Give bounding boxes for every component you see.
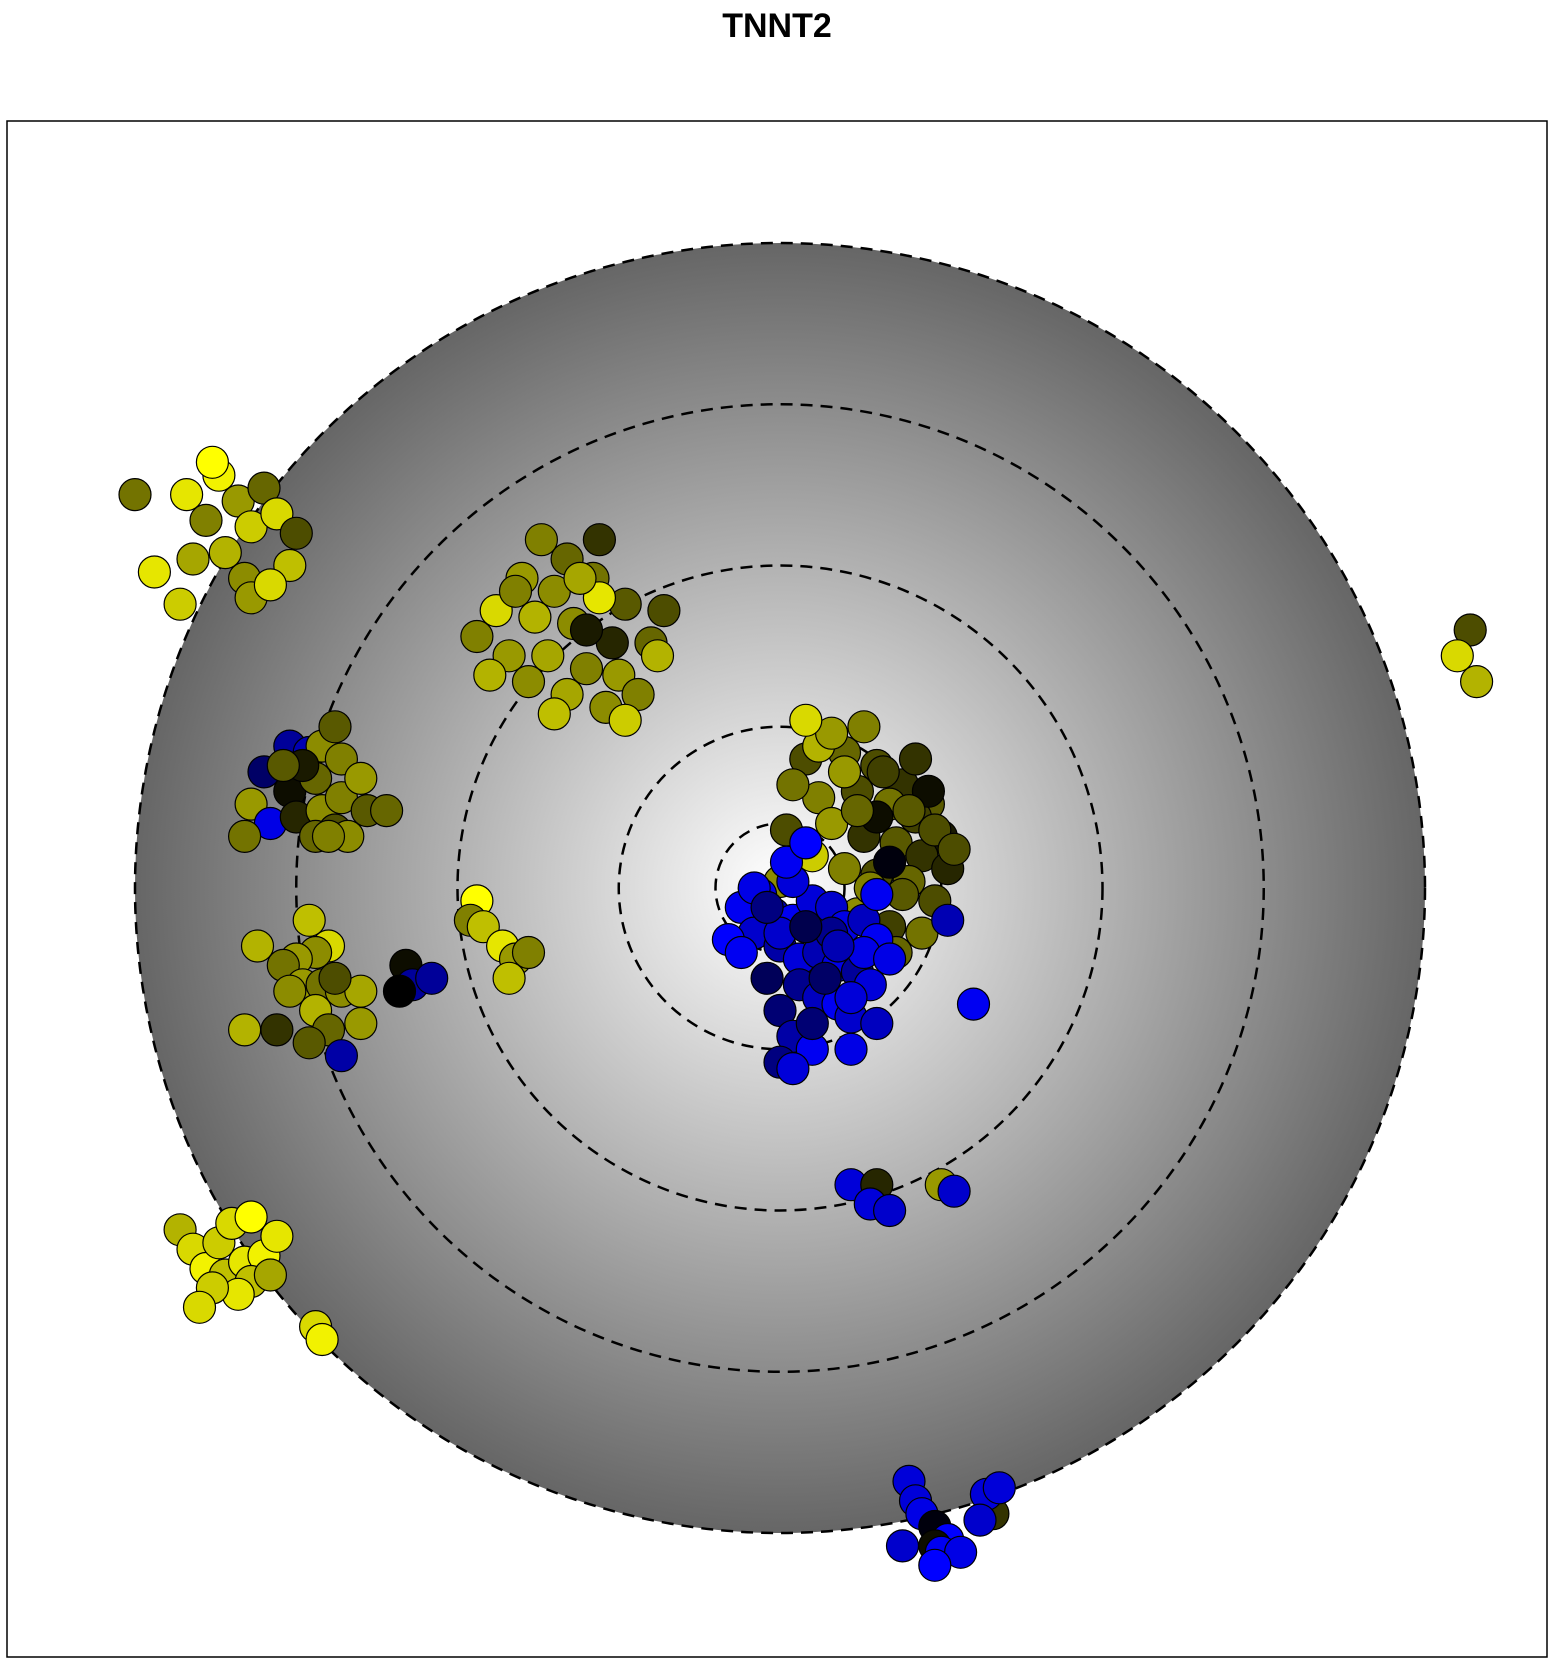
data-point-177 bbox=[318, 961, 352, 995]
data-point-91 bbox=[840, 793, 875, 828]
data-point-197 bbox=[937, 1174, 971, 1208]
data-point-212 bbox=[182, 1290, 217, 1324]
data-point-228 bbox=[963, 1503, 997, 1537]
data-point-9 bbox=[176, 542, 210, 576]
data-point-42 bbox=[569, 613, 604, 647]
data-point-176 bbox=[344, 1006, 378, 1041]
data-point-123 bbox=[750, 961, 784, 995]
data-point-15 bbox=[137, 555, 171, 589]
data-point-137 bbox=[931, 903, 965, 937]
data-point-127 bbox=[808, 961, 842, 995]
data-point-45 bbox=[640, 639, 675, 673]
data-point-16 bbox=[195, 445, 229, 479]
data-point-34 bbox=[647, 593, 681, 628]
data-point-12 bbox=[163, 587, 197, 621]
data-point-136 bbox=[789, 910, 823, 944]
data-point-174 bbox=[292, 1026, 326, 1060]
data-point-224 bbox=[918, 1548, 952, 1582]
data-point-190 bbox=[511, 935, 546, 970]
data-point-31 bbox=[569, 652, 604, 686]
data-point-44 bbox=[498, 574, 533, 608]
data-point-221 bbox=[885, 1529, 920, 1563]
data-point-71 bbox=[776, 768, 810, 802]
data-point-90 bbox=[892, 793, 926, 828]
data-point-128 bbox=[872, 942, 907, 976]
data-point-161 bbox=[266, 748, 300, 783]
data-point-40 bbox=[473, 658, 507, 692]
data-point-118 bbox=[834, 1032, 868, 1066]
data-point-134 bbox=[821, 929, 855, 963]
data-point-180 bbox=[324, 1039, 358, 1073]
data-point-142 bbox=[318, 710, 352, 744]
data-point-86 bbox=[789, 703, 823, 737]
data-point-6 bbox=[208, 535, 242, 570]
data-point-178 bbox=[228, 1013, 262, 1047]
data-point-207 bbox=[253, 1258, 287, 1292]
data-point-152 bbox=[344, 761, 378, 796]
chart-title: TNNT2 bbox=[722, 7, 832, 45]
data-point-76 bbox=[847, 710, 881, 744]
ring-4 bbox=[133, 241, 1427, 1535]
ring-2 bbox=[456, 564, 1104, 1212]
data-point-124 bbox=[795, 1006, 829, 1041]
data-point-138 bbox=[956, 987, 991, 1021]
data-point-195 bbox=[872, 1193, 907, 1228]
data-point-117 bbox=[776, 1051, 810, 1086]
data-point-41 bbox=[537, 697, 571, 731]
data-point-179 bbox=[273, 974, 307, 1008]
data-point-63 bbox=[827, 851, 862, 886]
data-point-8 bbox=[279, 516, 313, 550]
data-point-158 bbox=[370, 793, 404, 828]
data-point-77 bbox=[898, 742, 933, 776]
data-point-119 bbox=[860, 1006, 894, 1041]
data-point-160 bbox=[311, 819, 346, 854]
data-point-0 bbox=[170, 478, 204, 512]
data-point-30 bbox=[531, 639, 565, 673]
data-point-135 bbox=[834, 980, 868, 1015]
data-point-36 bbox=[511, 664, 546, 699]
data-point-84 bbox=[937, 832, 971, 866]
data-point-165 bbox=[240, 929, 275, 963]
data-point-191 bbox=[492, 961, 526, 995]
data-point-162 bbox=[292, 903, 326, 937]
data-point-46 bbox=[608, 703, 642, 737]
data-point-132 bbox=[750, 890, 784, 925]
data-point-230 bbox=[1440, 639, 1474, 673]
data-point-209 bbox=[234, 1200, 268, 1234]
data-point-25 bbox=[518, 600, 552, 634]
data-point-82 bbox=[827, 755, 862, 789]
data-point-20 bbox=[582, 523, 617, 557]
data-point-183 bbox=[415, 961, 449, 995]
data-point-83 bbox=[866, 755, 900, 789]
data-point-154 bbox=[228, 819, 262, 854]
ring-3 bbox=[295, 403, 1265, 1373]
plot-frame bbox=[6, 120, 1548, 1658]
data-point-17 bbox=[253, 568, 287, 602]
data-point-14 bbox=[118, 478, 152, 512]
data-point-1 bbox=[189, 503, 223, 538]
data-point-47 bbox=[563, 561, 597, 596]
data-point-184 bbox=[382, 974, 417, 1008]
data-point-175 bbox=[260, 1013, 294, 1047]
data-point-18 bbox=[524, 523, 559, 557]
data-point-129 bbox=[724, 935, 758, 970]
data-point-210 bbox=[260, 1219, 294, 1253]
data-point-130 bbox=[789, 826, 823, 860]
data-point-35 bbox=[460, 619, 494, 654]
data-point-227 bbox=[982, 1471, 1016, 1505]
data-point-133 bbox=[860, 877, 894, 912]
data-point-214 bbox=[305, 1322, 339, 1357]
data-point-88 bbox=[872, 845, 907, 879]
data-point-231 bbox=[1459, 664, 1494, 699]
